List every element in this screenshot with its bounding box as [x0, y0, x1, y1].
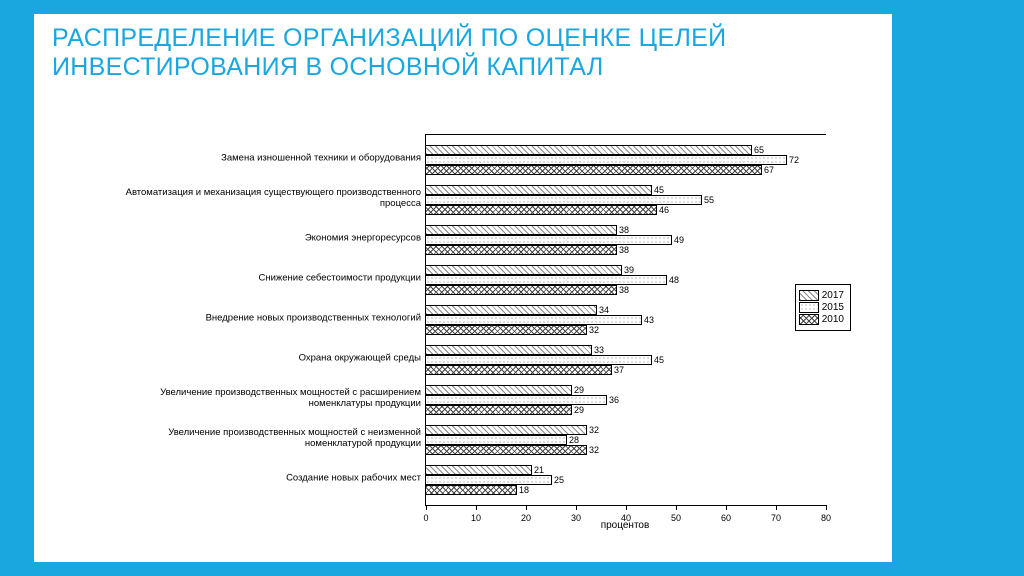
legend-label: 2017	[822, 290, 844, 301]
bar-2015	[426, 236, 671, 244]
legend-item: 2015	[800, 302, 844, 313]
bar-value-label: 38	[619, 245, 629, 255]
category-label: Охрана окружающей среды	[123, 354, 421, 365]
bar-value-label: 29	[574, 385, 584, 395]
bar-value-label: 67	[764, 165, 774, 175]
bar-2017	[426, 146, 751, 154]
bar-value-label: 65	[754, 145, 764, 155]
bar-2015	[426, 436, 566, 444]
legend-swatch	[800, 291, 818, 300]
bar-value-label: 39	[624, 265, 634, 275]
bar-2010	[426, 206, 656, 214]
bar-2010	[426, 446, 586, 454]
slide-border-top	[0, 0, 1024, 14]
category-label: Экономия энергоресурсов	[123, 234, 421, 245]
x-axis-label: процентов	[425, 520, 825, 531]
category-label: Снижение себестоимости продукции	[123, 274, 421, 285]
bar-value-label: 38	[619, 225, 629, 235]
x-tick	[526, 505, 527, 510]
bar-2010	[426, 406, 571, 414]
bar-2017	[426, 306, 596, 314]
bar-value-label: 25	[554, 475, 564, 485]
bar-value-label: 38	[619, 285, 629, 295]
legend-item: 2017	[800, 290, 844, 301]
bar-2015	[426, 156, 786, 164]
bar-value-label: 43	[644, 315, 654, 325]
bar-2017	[426, 426, 586, 434]
bar-value-label: 28	[569, 435, 579, 445]
category-label: Увеличение производственных мощностей с …	[123, 388, 421, 410]
bar-2010	[426, 286, 616, 294]
legend-item: 2010	[800, 314, 844, 325]
bar-value-label: 18	[519, 485, 529, 495]
bar-2015	[426, 396, 606, 404]
bar-value-label: 46	[659, 205, 669, 215]
x-tick	[676, 505, 677, 510]
bar-2015	[426, 276, 666, 284]
bar-2017	[426, 186, 651, 194]
bar-value-label: 72	[789, 155, 799, 165]
bar-value-label: 29	[574, 405, 584, 415]
bar-value-label: 32	[589, 425, 599, 435]
bar-2010	[426, 166, 761, 174]
bar-2015	[426, 196, 701, 204]
bar-2010	[426, 326, 586, 334]
bar-value-label: 36	[609, 395, 619, 405]
bar-2015	[426, 356, 651, 364]
bar-value-label: 55	[704, 195, 714, 205]
legend-label: 2010	[822, 314, 844, 325]
bar-2015	[426, 476, 551, 484]
bar-value-label: 45	[654, 185, 664, 195]
bar-2010	[426, 366, 611, 374]
x-tick	[826, 505, 827, 510]
x-tick	[626, 505, 627, 510]
bar-2010	[426, 486, 516, 494]
legend-swatch	[800, 303, 818, 312]
bar-value-label: 21	[534, 465, 544, 475]
x-tick	[426, 505, 427, 510]
bar-2015	[426, 316, 641, 324]
bar-value-label: 48	[669, 275, 679, 285]
bar-value-label: 49	[674, 235, 684, 245]
bar-chart: 0102030405060708065726745554638493839483…	[115, 134, 855, 534]
bar-value-label: 33	[594, 345, 604, 355]
x-tick	[576, 505, 577, 510]
plot-area: 0102030405060708065726745554638493839483…	[425, 134, 826, 506]
bar-2017	[426, 386, 571, 394]
x-tick	[776, 505, 777, 510]
category-label: Внедрение новых производственных техноло…	[123, 314, 421, 325]
bar-value-label: 32	[589, 445, 599, 455]
legend-swatch	[800, 315, 818, 324]
chart-card: 0102030405060708065726745554638493839483…	[115, 128, 855, 548]
category-label: Автоматизация и механизация существующег…	[123, 188, 421, 210]
bar-2017	[426, 226, 616, 234]
slide-border-bottom	[0, 562, 1024, 576]
bar-2017	[426, 266, 621, 274]
category-label: Создание новых рабочих мест	[123, 474, 421, 485]
legend-label: 2015	[822, 302, 844, 313]
bar-2010	[426, 246, 616, 254]
bar-value-label: 37	[614, 365, 624, 375]
category-label: Увеличение производственных мощностей с …	[123, 428, 421, 450]
x-tick	[726, 505, 727, 510]
category-label: Замена изношенной техники и оборудования	[123, 154, 421, 165]
slide-border-right	[892, 0, 1024, 576]
slide-border-left	[0, 0, 34, 576]
bar-value-label: 32	[589, 325, 599, 335]
legend: 201720152010	[795, 284, 851, 331]
bar-value-label: 45	[654, 355, 664, 365]
slide-title: РАСПРЕДЕЛЕНИЕ ОРГАНИЗАЦИЙ ПО ОЦЕНКЕ ЦЕЛЕ…	[52, 24, 876, 82]
x-tick	[476, 505, 477, 510]
bar-2017	[426, 466, 531, 474]
bar-value-label: 34	[599, 305, 609, 315]
bar-2017	[426, 346, 591, 354]
